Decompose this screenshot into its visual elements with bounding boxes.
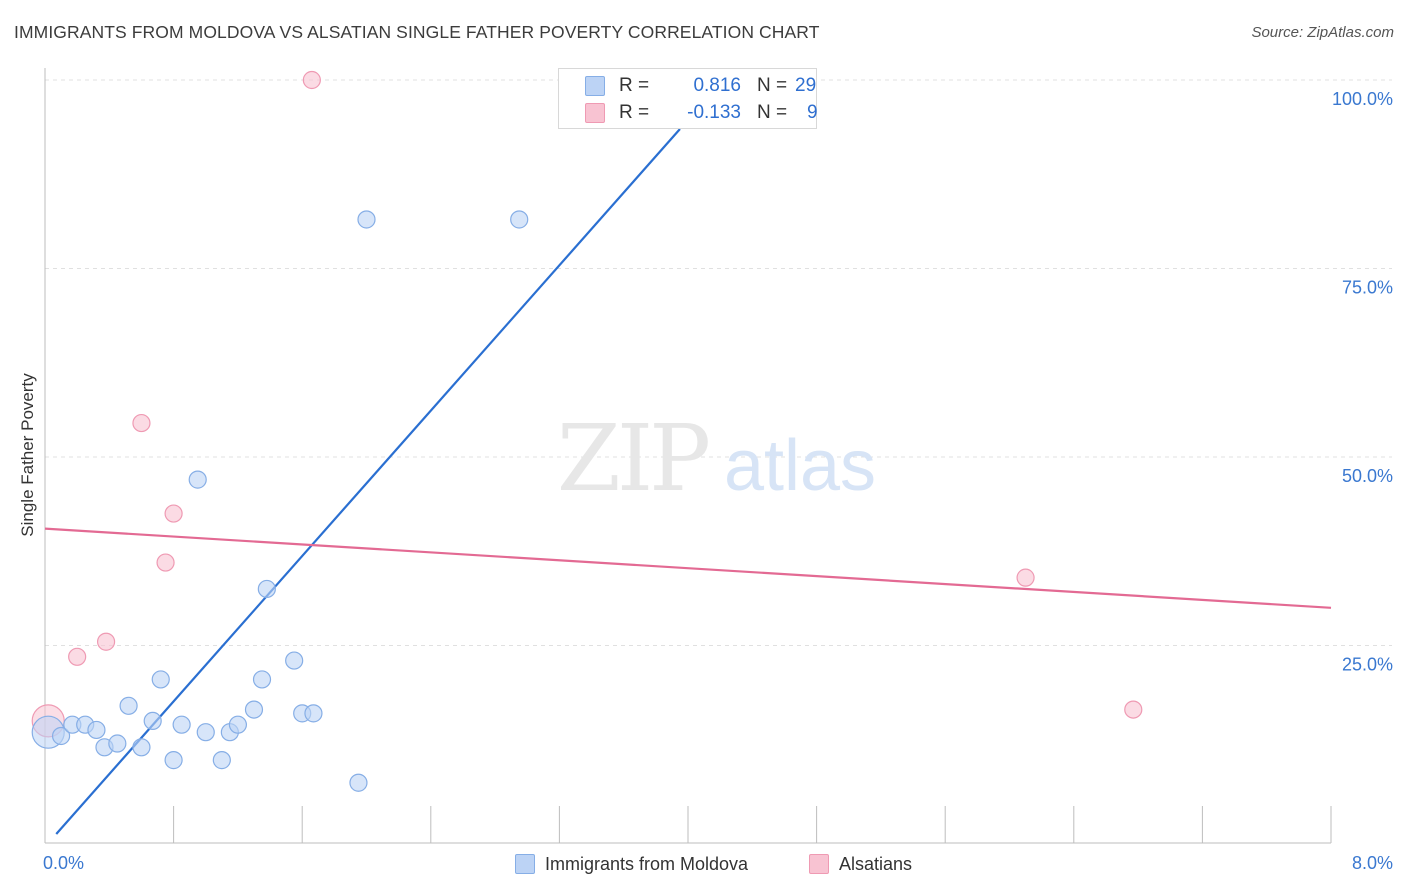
tick-labels: 25.0% 50.0% 75.0% 100.0% 0.0% 8.0% — [43, 89, 1393, 873]
data-point-pink — [302, 70, 321, 90]
legend-item-moldova: Immigrants from Moldova — [515, 851, 748, 877]
watermark-zip: ZIP — [557, 405, 708, 512]
watermark: ZIP atlas — [557, 405, 876, 512]
x-tick-label: 8.0% — [1352, 853, 1393, 873]
data-point-pink — [164, 504, 183, 523]
data-point-pink — [96, 632, 116, 651]
r-value: -0.133 — [687, 102, 741, 123]
axes — [44, 68, 1332, 844]
swatch-blue — [585, 76, 605, 96]
data-point-blue — [172, 715, 191, 734]
source-label: Source: ZipAtlas.com — [1251, 24, 1394, 41]
y-tick-label: 50.0% — [1342, 466, 1393, 486]
n-label: N = — [757, 75, 788, 96]
legend-swatch-pink — [809, 854, 829, 874]
data-point-blue — [228, 715, 247, 734]
data-point-pink — [68, 647, 87, 666]
chart-title: IMMIGRANTS FROM MOLDOVA VS ALSATIAN SING… — [14, 22, 820, 42]
watermark-atlas: atlas — [724, 426, 876, 506]
data-point-blue — [285, 651, 304, 670]
trend-line-pink — [44, 527, 1332, 609]
data-point-blue — [196, 723, 215, 742]
data-point-blue — [188, 470, 207, 489]
data-point-blue — [252, 670, 272, 689]
grid-lines — [45, 79, 1392, 646]
n-value: 9 — [807, 102, 818, 123]
data-point-blue — [119, 696, 138, 715]
data-point-pink — [132, 413, 151, 433]
data-point-blue — [212, 751, 231, 770]
r-label: R = — [619, 102, 650, 123]
n-value: 29 — [795, 75, 817, 96]
r-value: 0.816 — [693, 75, 741, 96]
data-point-pink — [1016, 568, 1035, 587]
data-point-blue — [151, 670, 170, 689]
stats-legend: R = 0.816 N = 29 R = -0.133 N = 9 — [558, 68, 818, 129]
data-point-blue — [357, 210, 376, 229]
data-point-blue — [349, 773, 368, 792]
data-point-blue — [304, 704, 323, 723]
legend-swatch-blue — [515, 854, 535, 874]
data-points — [31, 70, 1143, 792]
swatch-pink — [585, 103, 605, 123]
x-tick-label: 0.0% — [43, 853, 84, 873]
data-point-blue — [87, 720, 106, 740]
r-label: R = — [619, 75, 650, 96]
data-point-blue — [244, 700, 264, 719]
data-point-blue — [257, 579, 276, 599]
data-point-pink — [156, 553, 175, 572]
data-point-blue — [143, 711, 162, 731]
data-point-blue — [132, 738, 151, 757]
data-point-blue — [510, 210, 529, 229]
y-tick-label: 75.0% — [1342, 278, 1393, 298]
data-point-blue — [164, 751, 183, 770]
data-point-blue — [51, 726, 71, 746]
y-tick-label: 25.0% — [1342, 655, 1393, 675]
legend-label-alsatians: Alsatians — [839, 853, 913, 874]
legend-label-moldova: Immigrants from Moldova — [545, 853, 749, 874]
n-label: N = — [757, 102, 788, 123]
y-tick-label: 100.0% — [1332, 89, 1393, 109]
legend-item-alsatians: Alsatians — [809, 851, 912, 877]
data-point-blue — [108, 734, 127, 753]
data-point-pink — [1124, 700, 1143, 719]
